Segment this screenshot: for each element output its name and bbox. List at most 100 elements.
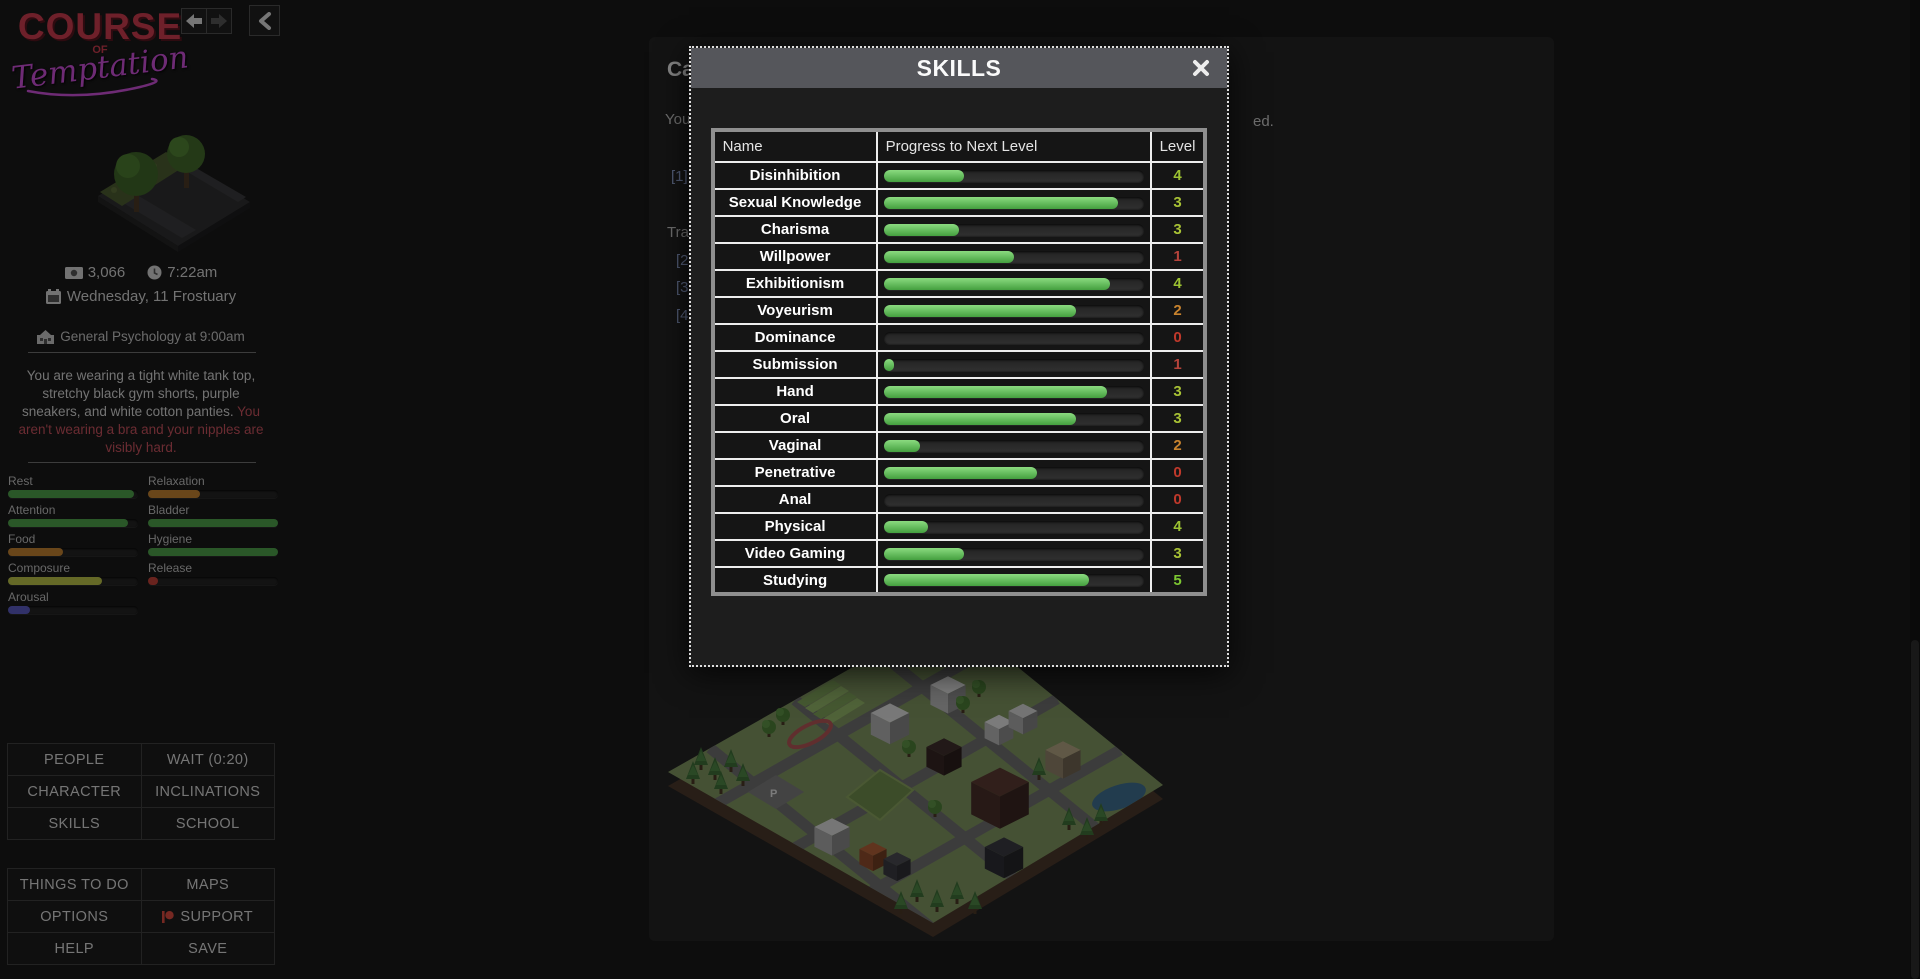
needs-meter: Bladder [148, 503, 278, 527]
skill-progress-cell [875, 431, 1152, 460]
sidebar-button-label: INCLINATIONS [155, 783, 261, 800]
skill-progress-track [883, 304, 1144, 317]
close-button[interactable] [1191, 58, 1211, 78]
map-building [814, 818, 850, 856]
meter-track [148, 519, 278, 527]
skill-progress-track [883, 466, 1144, 479]
skill-row: Dominance 0 [711, 323, 1207, 352]
skill-progress-fill [883, 439, 920, 452]
skill-name: Physical [711, 512, 878, 541]
wearing-alert-text: You aren't wearing a bra and your nipple… [18, 404, 264, 455]
skill-level: 3 [1149, 215, 1207, 244]
skill-progress-fill [883, 250, 1014, 263]
skill-row: Disinhibition 4 [711, 161, 1207, 190]
skills-table: Name Progress to Next Level Level Disinh… [710, 128, 1208, 596]
skill-level: 4 [1149, 512, 1207, 541]
skill-name: Hand [711, 377, 878, 406]
skill-row: Sexual Knowledge 3 [711, 188, 1207, 217]
skill-progress-cell [875, 485, 1152, 514]
skill-progress-fill [883, 223, 959, 236]
modal-title: SKILLS [916, 54, 1002, 81]
modal-titlebar: SKILLS [691, 48, 1227, 88]
skill-row: Studying 5 [711, 566, 1207, 595]
map-building [1008, 703, 1038, 735]
meter-fill [8, 577, 102, 585]
skills-table-body: Disinhibition 4 Sexual Knowledge 3 Charisma 3… [711, 161, 1207, 595]
logo-course-text: COURSE [17, 6, 183, 47]
skill-progress-track [883, 493, 1144, 506]
skill-progress-track [883, 574, 1144, 586]
meter-label: Hygiene [148, 532, 193, 546]
skill-level: 3 [1149, 377, 1207, 406]
needs-meter: Arousal [8, 590, 138, 614]
meter-fill [148, 519, 278, 527]
back-arrow-icon [186, 14, 202, 28]
forward-arrow-icon [211, 14, 227, 28]
map-building [971, 767, 1029, 829]
skill-level: 2 [1149, 296, 1207, 325]
sidebar: COURSE OF Temptation [0, 0, 282, 979]
skill-level: 5 [1149, 566, 1207, 595]
history-forward-button[interactable] [206, 8, 232, 34]
scrollbar-track [1910, 0, 1920, 979]
skill-name: Voyeurism [711, 296, 878, 325]
skill-name: Submission [711, 350, 878, 379]
sidebar-button-label: SKILLS [48, 815, 101, 832]
date-value: Wednesday, 11 Frostuary [66, 288, 237, 305]
next-class-row: General Psychology at 9:00am [0, 329, 282, 344]
money-item: 3,066 [64, 264, 125, 281]
choice-link-2[interactable]: [2] [676, 252, 693, 269]
skill-row: Willpower 1 [711, 242, 1207, 271]
menu-buttons-secondary: THINGS TO DO MAPS OPTIONS SUPPORT HELP SAVE [7, 868, 275, 965]
skill-row: Exhibitionism 4 [711, 269, 1207, 298]
sidebar-button-school[interactable]: SCHOOL [140, 807, 275, 840]
skill-row: Video Gaming 3 [711, 539, 1207, 568]
skill-name: Exhibitionism [711, 269, 878, 298]
skill-name: Charisma [711, 215, 878, 244]
skill-row: Penetrative 0 [711, 458, 1207, 487]
skill-progress-fill [883, 358, 894, 371]
skill-progress-fill [883, 169, 965, 182]
sidebar-button-label: PEOPLE [44, 751, 105, 768]
needs-meter: Release [148, 561, 278, 585]
sidebar-button-label: SCHOOL [175, 815, 240, 832]
sidebar-button-save[interactable]: SAVE [140, 932, 275, 965]
skill-progress-fill [883, 547, 965, 560]
history-back-button[interactable] [181, 8, 207, 34]
skill-row: Anal 0 [711, 485, 1207, 514]
scrollbar-thumb[interactable] [1911, 640, 1919, 979]
skill-progress-track [883, 169, 1144, 182]
choice-link-3[interactable]: [3] [676, 279, 693, 296]
skill-row: Voyeurism 2 [711, 296, 1207, 325]
skill-name: Studying [711, 566, 878, 595]
meter-label: Release [148, 561, 193, 575]
time-value: 7:22am [167, 264, 218, 281]
meter-track [8, 606, 138, 614]
skill-name: Video Gaming [711, 539, 878, 568]
skill-name: Sexual Knowledge [711, 188, 878, 217]
location-image [98, 135, 250, 252]
skill-name: Disinhibition [711, 161, 878, 190]
skill-progress-cell [875, 512, 1152, 541]
svg-text:P: P [770, 788, 777, 800]
skill-level: 3 [1149, 539, 1207, 568]
skill-row: Vaginal 2 [711, 431, 1207, 460]
skill-progress-track [883, 412, 1144, 425]
skill-progress-track [883, 547, 1144, 560]
skill-name: Anal [711, 485, 878, 514]
skill-progress-cell [875, 188, 1152, 217]
meter-track [148, 490, 278, 498]
close-icon [1193, 60, 1209, 76]
header-name: Name [711, 129, 878, 163]
skill-progress-track [883, 277, 1144, 290]
choice-link-4[interactable]: [4] [676, 307, 693, 324]
choice-link-1[interactable]: [1] [671, 168, 688, 185]
skill-progress-cell [875, 215, 1152, 244]
skill-progress-cell [875, 566, 1152, 595]
meter-fill [148, 490, 200, 498]
meter-fill [8, 519, 128, 527]
skill-progress-cell [875, 350, 1152, 379]
skill-progress-fill [883, 412, 1076, 425]
collapse-sidebar-button[interactable] [249, 5, 280, 36]
logo-swoosh [26, 77, 158, 97]
